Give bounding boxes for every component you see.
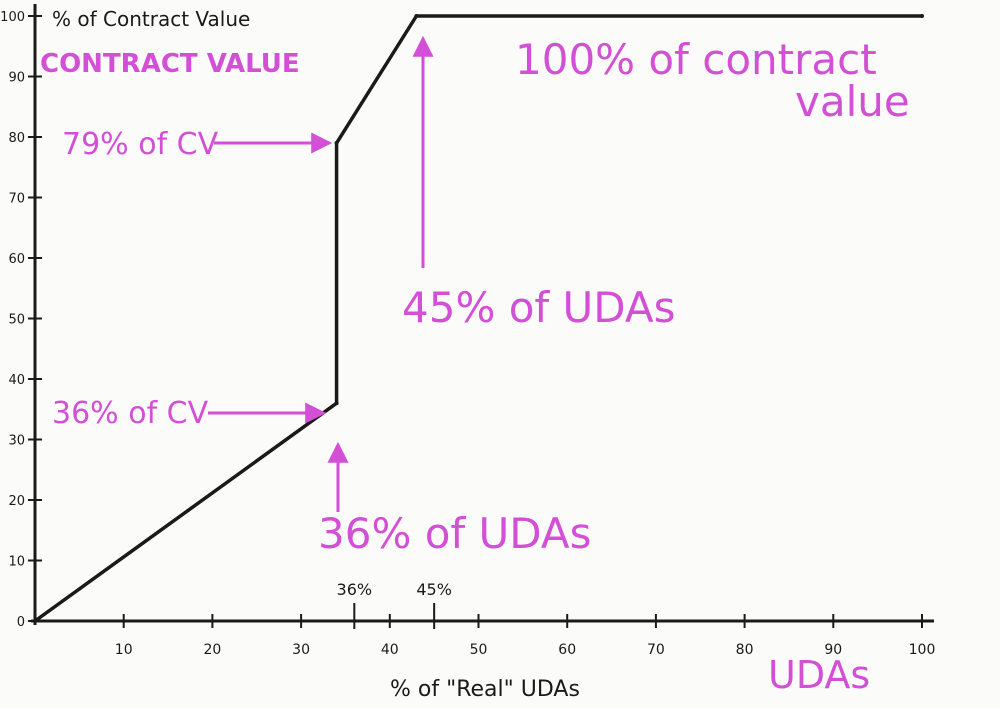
x-tick-label: 90 [824, 642, 842, 658]
y-tick-label: 60 [8, 252, 25, 267]
y-tick-label: 90 [8, 71, 25, 86]
annotation-cv-100-line1: 100% of contract [515, 35, 877, 84]
annotation-cv-79: 79% of CV [62, 127, 219, 162]
series-point [334, 141, 339, 146]
y-axis-label: % of Contract Value [52, 7, 250, 31]
x-tick-label: 80 [736, 642, 754, 658]
series-point [33, 619, 37, 623]
x-tick-label: 60 [558, 642, 576, 658]
x-tick-label: 10 [115, 642, 133, 658]
x-tick-label: 70 [647, 642, 665, 658]
series-point [334, 401, 339, 406]
x-axis-highlight-label: UDAs [768, 653, 870, 697]
annotation-cv-36: 36% of CV [52, 396, 209, 431]
x-marker-label: 36% [337, 580, 373, 599]
y-axis-highlight-label: CONTRACT VALUE [40, 49, 300, 79]
annotation-udas-45: 45% of UDAs [402, 283, 676, 332]
x-tick-label: 50 [470, 642, 488, 658]
y-tick-label: 10 [8, 555, 25, 570]
x-tick-label: 20 [203, 642, 221, 658]
y-tick-label: 80 [8, 131, 25, 146]
y-tick-label: 20 [8, 494, 25, 509]
y-tick-label: 100 [0, 10, 25, 25]
annotation-cv-100-line2: value [795, 77, 910, 126]
series-point [414, 14, 419, 18]
y-tick-label: 40 [8, 373, 25, 388]
x-axis-ticks: 10 20 30 40 50 60 70 80 90 100 [115, 614, 936, 658]
x-tick-label: 40 [381, 642, 399, 658]
annotation-udas-36: 36% of UDAs [318, 509, 592, 558]
x-tick-label: 100 [909, 642, 936, 658]
y-tick-label: 50 [8, 313, 25, 328]
x-axis-markers: 36% 45% [337, 580, 452, 629]
y-tick-label: 30 [8, 434, 25, 449]
series-point [920, 14, 924, 18]
y-axis-ticks: 0 10 20 30 40 50 60 70 80 90 100 [0, 10, 42, 630]
x-axis-label: % of "Real" UDAs [390, 677, 580, 702]
x-marker-label: 45% [416, 580, 452, 599]
y-tick-label: 0 [17, 615, 25, 630]
x-tick-label: 30 [292, 642, 310, 658]
y-tick-label: 70 [8, 192, 25, 207]
